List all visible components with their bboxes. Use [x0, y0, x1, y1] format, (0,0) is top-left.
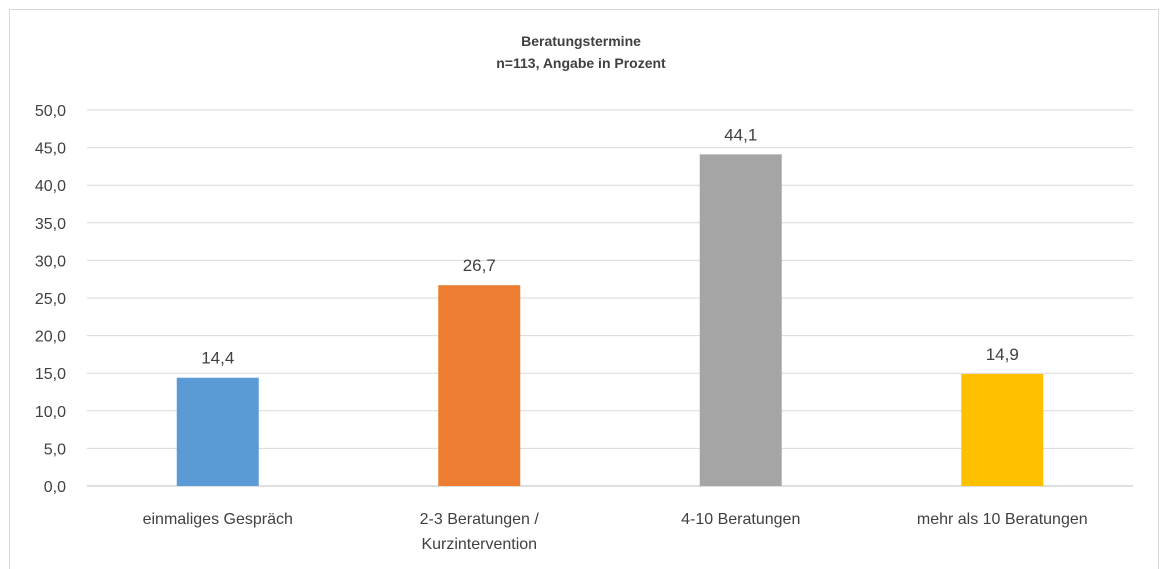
- data-label: 44,1: [724, 125, 757, 144]
- bar: [961, 373, 1044, 486]
- bar: [438, 285, 521, 486]
- y-tick-label: 30,0: [35, 253, 66, 270]
- bar: [176, 377, 259, 486]
- chart-subtitle: n=113, Angabe in Prozent: [496, 55, 666, 71]
- y-tick-label: 40,0: [35, 178, 66, 195]
- y-tick-label: 20,0: [35, 329, 66, 346]
- y-tick-label: 45,0: [35, 141, 66, 158]
- x-tick-label: 4-10 Beratungen: [681, 511, 800, 528]
- y-tick-label: 10,0: [35, 404, 66, 421]
- x-tick-label: einmaliges Gespräch: [143, 511, 293, 528]
- data-label: 14,4: [201, 349, 234, 368]
- data-label: 26,7: [463, 256, 496, 275]
- y-tick-label: 5,0: [44, 441, 66, 458]
- bar: [699, 154, 782, 487]
- x-tick-label: Kurzintervention: [421, 536, 537, 553]
- y-tick-label: 0,0: [44, 479, 66, 496]
- x-tick-label: 2-3 Beratungen /: [420, 511, 540, 528]
- x-tick-label: mehr als 10 Beratungen: [917, 511, 1088, 528]
- y-tick-label: 50,0: [35, 103, 66, 120]
- data-label: 14,9: [986, 345, 1019, 364]
- y-tick-label: 35,0: [35, 216, 66, 233]
- y-tick-label: 25,0: [35, 291, 66, 308]
- y-tick-label: 15,0: [35, 366, 66, 383]
- chart-title: Beratungstermine: [521, 33, 641, 49]
